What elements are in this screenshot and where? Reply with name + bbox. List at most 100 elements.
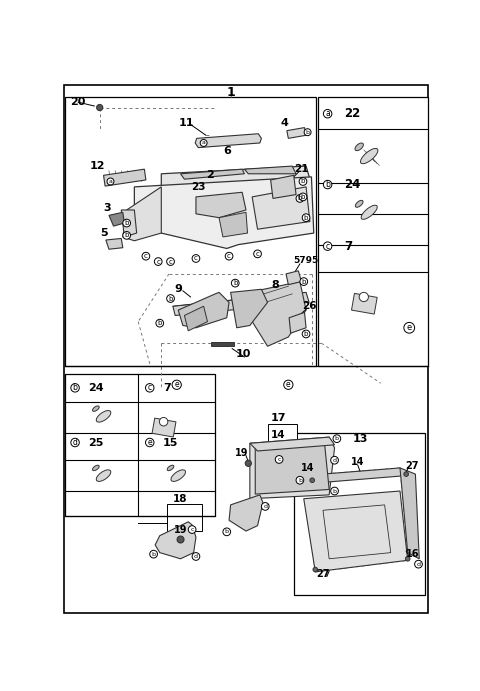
Text: 15: 15 <box>163 437 178 448</box>
Text: b: b <box>325 180 330 189</box>
Bar <box>152 418 176 437</box>
Ellipse shape <box>93 465 99 471</box>
Circle shape <box>159 417 168 426</box>
Polygon shape <box>286 271 301 285</box>
Circle shape <box>145 384 154 392</box>
Text: d: d <box>72 438 77 447</box>
Text: 19: 19 <box>174 524 187 535</box>
Polygon shape <box>180 169 244 179</box>
Text: d: d <box>333 457 336 463</box>
Text: 18: 18 <box>173 494 188 504</box>
Ellipse shape <box>355 143 363 151</box>
Circle shape <box>324 242 332 250</box>
Circle shape <box>304 129 311 135</box>
Text: c: c <box>325 242 330 251</box>
Text: b: b <box>301 278 306 285</box>
Bar <box>211 343 234 346</box>
Text: 20: 20 <box>71 97 86 107</box>
Polygon shape <box>229 495 263 531</box>
Circle shape <box>415 560 422 568</box>
Polygon shape <box>155 522 196 559</box>
Polygon shape <box>109 212 124 226</box>
Circle shape <box>302 330 310 338</box>
Circle shape <box>192 553 200 560</box>
Circle shape <box>188 526 196 533</box>
Polygon shape <box>184 306 207 331</box>
Polygon shape <box>289 312 306 333</box>
Circle shape <box>254 250 262 258</box>
Text: 1: 1 <box>226 86 235 99</box>
Text: 12: 12 <box>90 161 105 171</box>
Circle shape <box>299 193 307 200</box>
Text: 27: 27 <box>405 461 418 471</box>
Text: 14: 14 <box>301 463 314 473</box>
Text: c: c <box>168 258 172 265</box>
Polygon shape <box>196 192 246 218</box>
Circle shape <box>404 472 408 476</box>
Polygon shape <box>161 166 310 191</box>
Circle shape <box>404 323 415 333</box>
Ellipse shape <box>96 470 111 482</box>
Text: c: c <box>277 457 281 462</box>
Text: 16: 16 <box>407 549 420 559</box>
Text: 27: 27 <box>316 569 330 579</box>
Circle shape <box>359 292 369 301</box>
Text: c: c <box>191 527 194 532</box>
Text: e: e <box>147 438 152 447</box>
Circle shape <box>300 278 308 285</box>
Text: 17: 17 <box>271 413 286 423</box>
Text: c: c <box>194 256 198 261</box>
Text: 4: 4 <box>281 118 288 128</box>
Text: 6: 6 <box>224 146 231 155</box>
Circle shape <box>167 294 174 303</box>
Polygon shape <box>195 134 262 148</box>
Text: 7: 7 <box>163 383 170 393</box>
Text: 13: 13 <box>352 434 368 444</box>
Circle shape <box>313 567 318 572</box>
Text: b: b <box>301 178 305 184</box>
Polygon shape <box>134 177 314 249</box>
Bar <box>294 433 425 595</box>
Text: d: d <box>417 562 420 567</box>
Text: c: c <box>227 253 231 259</box>
Circle shape <box>225 252 233 260</box>
Polygon shape <box>173 292 309 316</box>
Ellipse shape <box>167 465 174 471</box>
Text: 8: 8 <box>271 280 279 290</box>
Polygon shape <box>252 187 310 229</box>
Text: c: c <box>148 384 152 392</box>
Circle shape <box>156 319 164 327</box>
Circle shape <box>71 384 79 392</box>
Polygon shape <box>250 437 335 499</box>
Ellipse shape <box>355 200 363 207</box>
Text: 9: 9 <box>174 284 182 294</box>
Text: e: e <box>407 323 412 332</box>
Text: e: e <box>174 380 179 389</box>
Bar <box>267 424 297 451</box>
Polygon shape <box>250 437 335 451</box>
Circle shape <box>231 279 239 287</box>
Circle shape <box>177 536 184 543</box>
Circle shape <box>275 455 283 463</box>
Text: b: b <box>304 331 308 337</box>
Circle shape <box>155 258 162 265</box>
Circle shape <box>406 556 410 561</box>
Text: 23: 23 <box>191 182 205 192</box>
Circle shape <box>150 550 157 558</box>
Circle shape <box>71 438 79 447</box>
Text: d: d <box>263 504 267 509</box>
Circle shape <box>172 380 181 390</box>
Text: b: b <box>225 529 229 534</box>
Ellipse shape <box>93 406 99 411</box>
Text: b: b <box>306 130 310 135</box>
Polygon shape <box>400 468 419 559</box>
Text: b: b <box>304 215 308 220</box>
Text: 7: 7 <box>345 240 353 253</box>
Text: b: b <box>298 477 302 483</box>
Text: c: c <box>256 251 260 257</box>
Text: c: c <box>156 258 160 265</box>
Circle shape <box>324 109 332 118</box>
Polygon shape <box>238 281 306 346</box>
Text: 24: 24 <box>345 178 361 191</box>
Polygon shape <box>104 169 146 186</box>
